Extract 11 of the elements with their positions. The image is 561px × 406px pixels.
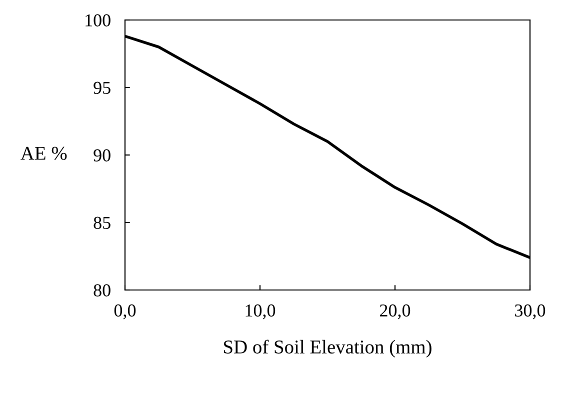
x-tick-label: 10,0	[246, 304, 276, 320]
y-axis-title: AE %	[20, 146, 67, 160]
x-axis-title: SD of Soil Elevation (mm)	[224, 340, 432, 358]
y-tick-label: 95	[94, 82, 110, 94]
x-tick-label: 30,0	[515, 304, 546, 320]
x-tick-label: 0,0	[114, 304, 136, 320]
y-tick-label: 100	[86, 14, 110, 26]
y-tick-label: 90	[94, 149, 110, 162]
y-tick-label: 80	[94, 284, 110, 296]
y-tick-label: 85	[94, 216, 110, 229]
x-tick-label: 20,0	[380, 304, 410, 320]
